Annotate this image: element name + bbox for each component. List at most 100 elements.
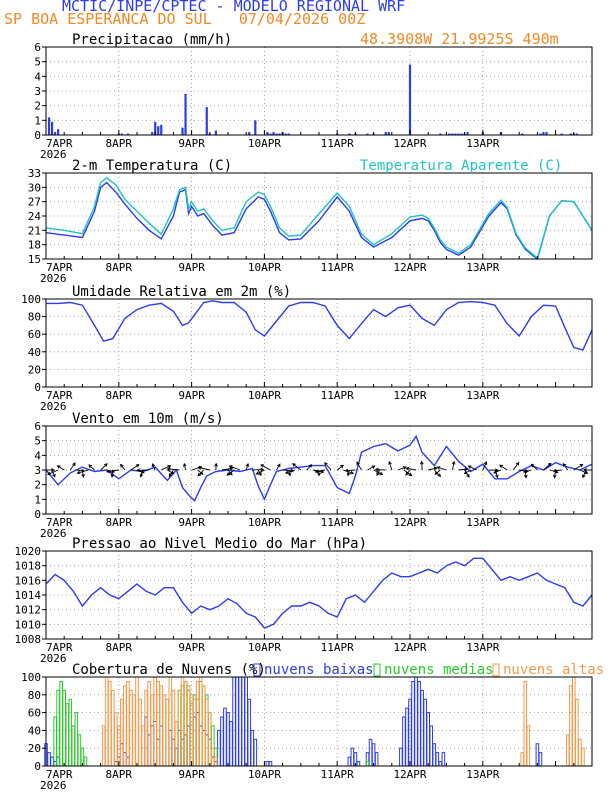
wind-arrow-head <box>151 463 156 468</box>
wind-arrow <box>531 464 538 471</box>
x-tick-label: 12APR <box>393 641 426 654</box>
wind-arrow <box>168 469 174 477</box>
wind-arrow <box>388 461 393 471</box>
precip-bar <box>54 132 57 135</box>
wind-arrow <box>512 462 520 471</box>
wind-arrow <box>221 467 233 471</box>
precip-bar <box>120 133 123 135</box>
cloud-bar-orange <box>120 698 124 767</box>
wind-arrow <box>198 466 210 471</box>
x-tick-label: 8APR <box>106 641 133 654</box>
x-tick-label: 13APR <box>466 516 499 529</box>
cloud-bar-blue <box>235 676 239 767</box>
wind-arrow-head <box>166 467 171 471</box>
y-tick-label: 1012 <box>15 604 42 617</box>
wind-arrow-head <box>356 461 360 466</box>
wind-arrow <box>405 469 411 476</box>
wind-arrow <box>245 463 249 471</box>
cloud-bar-blue <box>411 680 415 767</box>
cloud-bar-orange <box>575 698 579 767</box>
wind-arrow-head <box>552 468 557 473</box>
y-tick-label: 30 <box>28 181 41 194</box>
x-tick-label: 13APR <box>466 137 499 150</box>
panel-rh <box>42 298 593 388</box>
cloud-bar-blue <box>426 712 430 767</box>
precip-bar <box>214 130 217 135</box>
cloud-bar-blue <box>253 738 258 767</box>
year-label: 2026 <box>40 527 67 540</box>
panel-title: Cobertura de Nuvens (%) <box>72 662 266 678</box>
panel-title: Precipitacao (mm/h) <box>72 32 232 48</box>
wind-arrow <box>100 463 108 471</box>
x-tick-label: 11APR <box>321 261 354 274</box>
cloud-bar-blue <box>368 738 373 767</box>
precip-bar <box>278 133 281 135</box>
x-tick-label: 7APR <box>46 137 73 150</box>
wind-arrow-head <box>104 463 108 467</box>
series-line-temp-1 <box>45 176 593 260</box>
wind-arrow-head <box>515 461 520 466</box>
wind-arrow <box>523 469 532 473</box>
x-tick-label: 10APR <box>248 768 281 781</box>
wind-arrow-head <box>88 464 93 469</box>
wind-arrow-head <box>493 470 498 474</box>
y-tick-label: 2 <box>34 100 41 113</box>
y-tick-label: 100 <box>21 671 41 684</box>
wind-arrow-head <box>584 470 589 475</box>
cloud-bar-orange <box>104 676 109 767</box>
panel-wind <box>42 425 593 515</box>
cloud-bar-green <box>68 698 73 767</box>
wind-arrow-head <box>139 473 144 478</box>
wind-arrow <box>452 461 455 471</box>
x-tick-label: 12APR <box>393 261 426 274</box>
wind-arrow <box>324 462 332 471</box>
wind-arrow-head <box>499 464 503 469</box>
cloud-bar-orange <box>138 698 142 767</box>
y-tick-label: 27 <box>28 196 41 209</box>
wind-arrow-head <box>47 471 51 476</box>
y-tick-label: 5 <box>34 56 41 69</box>
wind-arrow-head <box>340 464 344 469</box>
cloud-bar-blue <box>238 676 242 767</box>
wind-arrow-head <box>136 468 141 473</box>
cloud-bar-blue <box>432 743 437 767</box>
cloud-bar-green <box>59 680 63 767</box>
precip-bar <box>254 120 257 135</box>
wind-arrow-head <box>523 474 528 479</box>
wind-arrow <box>579 469 588 474</box>
cloud-bar-orange <box>168 676 173 767</box>
y-tick-label: 1020 <box>15 545 42 558</box>
precip-bar <box>269 133 272 135</box>
cloud-bar-orange <box>171 689 176 767</box>
wind-arrow-head <box>437 473 442 478</box>
precip-bar <box>545 132 548 135</box>
wind-arrow-head <box>466 474 470 478</box>
wind-arrow <box>292 463 302 471</box>
panel-title: Pressao ao Nivel Medio do Mar (hPa) <box>72 536 367 552</box>
x-tick-label: 10APR <box>248 137 281 150</box>
x-tick-label: 11APR <box>321 516 354 529</box>
precip-bar <box>184 93 187 135</box>
wind-arrow <box>347 469 350 476</box>
y-tick-label: 24 <box>28 210 42 223</box>
wind-arrow <box>256 469 265 475</box>
series-line-rh-0 <box>46 300 593 351</box>
y-tick-label: 6 <box>34 420 41 433</box>
x-tick-label: 12APR <box>393 768 426 781</box>
cloud-bar-orange <box>565 734 570 767</box>
cloud-bar-green <box>77 734 82 767</box>
panel-title: Vento em 10m (m/s) <box>72 411 224 427</box>
x-tick-label: 11APR <box>321 641 354 654</box>
cloud-bar-orange <box>110 689 115 767</box>
cloud-bar-blue <box>229 721 233 767</box>
precip-bar <box>542 132 545 135</box>
precip-bar <box>57 129 60 135</box>
legend-swatch-orange <box>492 663 500 677</box>
legend-green: nuvens medias <box>384 662 494 678</box>
wind-arrow <box>161 465 171 471</box>
wind-arrow-head <box>374 467 379 472</box>
wind-arrow <box>167 468 180 471</box>
wind-arrow-head <box>433 466 438 471</box>
precip-bar <box>460 133 463 135</box>
